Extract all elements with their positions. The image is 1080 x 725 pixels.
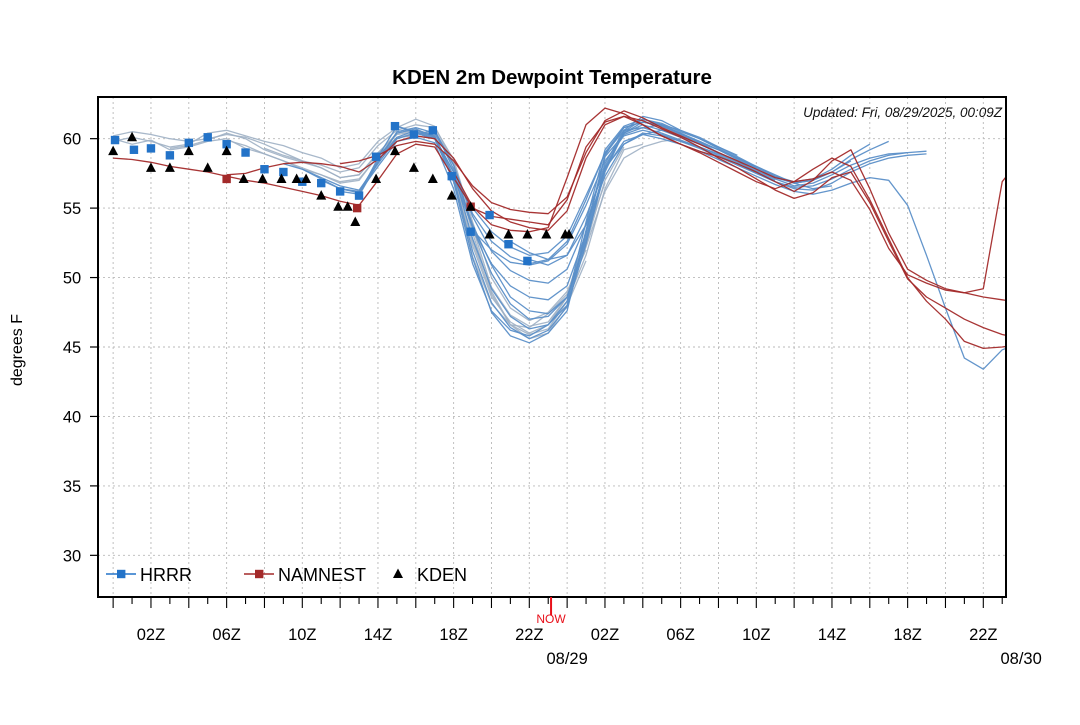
kden-observation-point	[371, 173, 382, 183]
hrrr-point	[110, 135, 120, 145]
x-tick-label: 14Z	[364, 626, 392, 644]
hrrr-point	[184, 138, 193, 148]
kden-observation-point	[127, 131, 138, 142]
x-tick-label: 06Z	[212, 626, 240, 644]
kden-observation-point	[164, 162, 175, 172]
kden-observation-point	[541, 229, 552, 239]
y-tick-label: 30	[63, 547, 81, 565]
date-label: 08/30	[1000, 650, 1041, 668]
x-tick-label: 02Z	[137, 626, 165, 644]
kden-observation-point	[316, 190, 327, 200]
x-tick-label: 22Z	[515, 626, 543, 644]
hrrr-point	[317, 178, 326, 188]
legend-swatch	[393, 568, 403, 578]
now-marker-label: NOW	[536, 612, 566, 626]
updated-timestamp: Updated: Fri, 08/29/2025, 00:09Z	[803, 105, 1003, 120]
namnest-point	[222, 174, 231, 184]
axes: 30 35 40 45 50 55 60 02Z 06Z 10Z 14Z 18Z 22Z 02Z 06Z 10…	[63, 96, 1042, 668]
hrrr-point	[354, 191, 364, 200]
y-tick-label: 60	[63, 131, 81, 149]
kden-observation-point	[564, 229, 575, 239]
legend: HRRR NAMNEST KDEN	[106, 565, 467, 585]
hrrr-point	[241, 148, 250, 157]
kden-observation-point	[522, 229, 533, 239]
kden-observation-point	[350, 216, 361, 226]
hrrr-point	[447, 171, 456, 181]
x-tick-label: 18Z	[439, 626, 467, 644]
x-tick-label: 06Z	[666, 626, 694, 644]
x-tick-label: 14Z	[818, 626, 846, 644]
namnest-point	[352, 203, 362, 213]
kden-observation-point	[238, 173, 249, 183]
hrrr-point	[485, 210, 494, 220]
y-tick-label: 55	[63, 200, 81, 218]
legend-label: KDEN	[417, 565, 467, 585]
chart-title: KDEN 2m Dewpoint Temperature	[392, 66, 712, 89]
x-tick-label: 10Z	[288, 626, 316, 644]
kden-observation-point	[427, 173, 438, 183]
kden-observation-point	[342, 201, 353, 211]
kden-observation-point	[389, 145, 400, 156]
kden-observation-point	[257, 173, 268, 183]
hrrr_run-series-line	[529, 133, 1006, 370]
kden-observation-point	[221, 145, 232, 156]
observation-markers	[108, 121, 575, 266]
hrrr-point	[335, 187, 345, 196]
model-series-lines	[112, 107, 1006, 370]
hrrr-point	[260, 165, 269, 174]
kden-observation-point	[446, 190, 457, 200]
kden-observation-point	[291, 173, 302, 183]
hrrr-point	[390, 121, 400, 131]
kden-observation-point	[145, 162, 156, 172]
kden-observation-point	[301, 173, 312, 183]
grid-lines	[98, 97, 1006, 597]
hrrr_run-series-line	[453, 126, 908, 256]
hrrr-point	[279, 167, 288, 177]
hrrr-point	[504, 240, 513, 249]
kden-observation-point	[465, 201, 476, 211]
namnest-series-line	[453, 107, 1006, 350]
kden-observation-point	[183, 145, 194, 156]
hrrr-point	[165, 151, 175, 160]
hrrr-point	[409, 130, 419, 139]
legend-swatch	[117, 569, 126, 579]
x-tick-label: 22Z	[969, 626, 997, 644]
kden-observation-point	[108, 145, 119, 156]
legend-label: NAMNEST	[278, 565, 366, 585]
kden-observation-point	[503, 229, 514, 239]
x-tick-label: 18Z	[893, 626, 921, 644]
y-tick-label: 45	[63, 339, 81, 357]
hrrr-point	[222, 140, 231, 149]
y-tick-label: 35	[63, 478, 81, 496]
y-tick-label: 40	[63, 408, 81, 426]
kden-observation-point	[484, 229, 495, 239]
kden-observation-point	[276, 173, 287, 183]
hrrr-point	[371, 152, 381, 161]
hrrr-point	[428, 126, 438, 135]
legend-label: HRRR	[140, 565, 192, 585]
hrrr_old-series-line	[112, 135, 606, 329]
namnest-series-line	[113, 115, 1006, 302]
hrrr-point	[129, 145, 139, 154]
y-tick-label: 50	[63, 270, 81, 288]
namnest-series-line	[226, 115, 1006, 337]
hrrr-point	[523, 256, 532, 266]
date-label: 08/29	[546, 650, 587, 668]
kden-observation-point	[202, 162, 213, 172]
kden-observation-point	[408, 162, 419, 172]
x-tick-label: 10Z	[742, 626, 770, 644]
kden-observation-point	[333, 201, 344, 211]
legend-swatch	[255, 569, 264, 579]
hrrr-point	[203, 133, 212, 142]
namnest-series-line	[340, 110, 1006, 294]
x-tick-label: 02Z	[591, 626, 619, 644]
hrrr-point	[146, 144, 156, 153]
hrrr-point	[466, 227, 475, 236]
y-axis-label: degrees F	[9, 314, 26, 386]
